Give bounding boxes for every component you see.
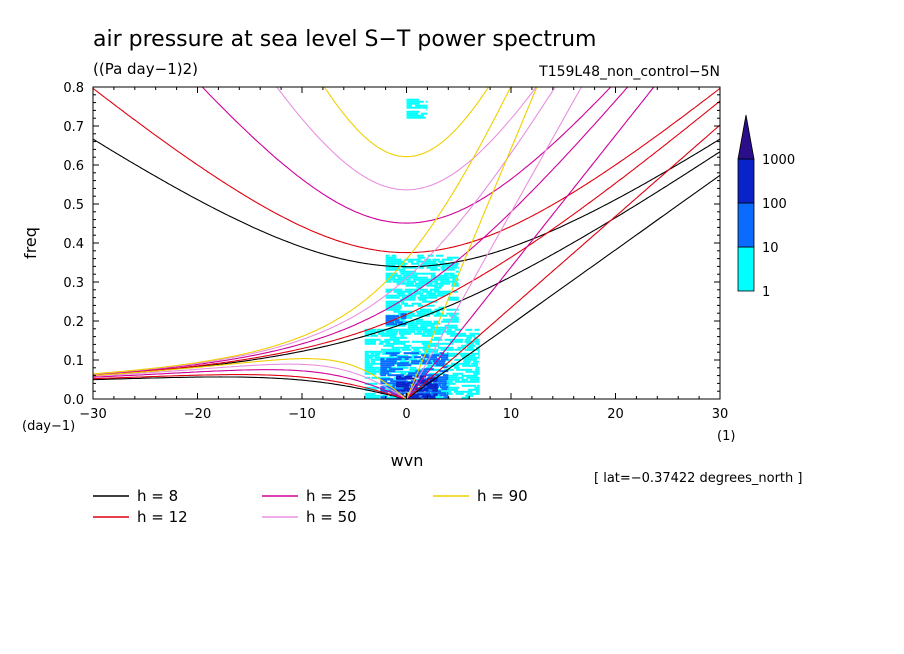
curve-rossby-h25 <box>93 369 407 399</box>
x-unit-label: (1) <box>717 429 735 444</box>
curve-inertia-gravity-h90 <box>323 87 490 158</box>
series-h50 <box>93 87 583 399</box>
series-h25 <box>93 87 655 399</box>
curve-mixed-rossby-gravity-h12 <box>93 100 720 376</box>
y-tick-label: 0.2 <box>63 315 84 330</box>
x-tick-label: −10 <box>288 407 315 422</box>
curve-rossby-h8 <box>93 376 407 399</box>
colorbar: 1 10 100 1000 <box>737 114 795 300</box>
curve-inertia-gravity-h25 <box>201 87 612 224</box>
colorbar-label: 1 <box>762 285 770 300</box>
y-axis-label: freq <box>21 227 40 259</box>
series-h90 <box>93 87 538 399</box>
curve-kelvin-h12 <box>406 124 720 399</box>
x-tick-label: −30 <box>79 407 106 422</box>
x-axis-label: wvn <box>391 451 424 470</box>
x-tick-label: −20 <box>184 407 211 422</box>
colorbar-label: 100 <box>762 197 787 212</box>
curve-kelvin-h8 <box>406 174 720 399</box>
axis-ticks: −30 −20 −10 0 10 20 30 0.0 0.1 0.2 0.3 0.4 0.5 0.6 0.7… <box>63 81 728 422</box>
x-tick-label: 30 <box>712 407 729 422</box>
colorbar-label: 1000 <box>762 153 795 168</box>
curve-mixed-rossby-gravity-h50 <box>93 87 556 375</box>
y-tick-label: 0.7 <box>63 120 84 135</box>
y-tick-label: 0.6 <box>63 159 84 174</box>
curve-rossby-h90 <box>93 358 407 399</box>
legend: h = 8 h = 12 h = 25 h = 50 h = 90 <box>93 487 528 526</box>
curve-mixed-rossby-gravity-h25 <box>93 87 629 375</box>
chart-title: air pressure at sea level S−T power spec… <box>93 27 596 52</box>
legend-label: h = 25 <box>306 487 357 505</box>
curve-inertia-gravity-h50 <box>276 87 537 191</box>
legend-label: h = 8 <box>137 487 178 505</box>
colorbar-segment <box>737 158 755 204</box>
curve-kelvin-h50 <box>406 87 583 399</box>
colorbar-extension <box>737 114 755 160</box>
x-tick-label: 0 <box>402 407 410 422</box>
x-tick-label: 20 <box>607 407 624 422</box>
y-tick-label: 0.5 <box>63 198 84 213</box>
legend-label: h = 50 <box>306 508 357 526</box>
y-unit-label: (day−1) <box>22 419 75 434</box>
dispersion-curves <box>93 87 720 399</box>
curve-mixed-rossby-gravity-h90 <box>93 87 512 375</box>
curve-kelvin-h90 <box>405 87 538 399</box>
colorbar-segment <box>737 202 755 248</box>
latitude-annotation: [ lat=−0.37422 degrees_north ] <box>594 471 802 486</box>
curve-inertia-gravity-h12 <box>93 87 720 254</box>
y-tick-label: 0.4 <box>63 237 84 252</box>
run-label: T159L48_non_control−5N <box>538 64 720 80</box>
y-tick-label: 0.0 <box>63 393 84 408</box>
curve-rossby-h50 <box>93 363 407 399</box>
legend-label: h = 90 <box>477 487 528 505</box>
x-tick-label: 10 <box>503 407 520 422</box>
series-h12 <box>93 87 720 399</box>
chart-subtitle: ((Pa day−1)2) <box>93 60 198 78</box>
curve-inertia-gravity-h8 <box>93 138 720 268</box>
curve-kelvin-h25 <box>406 87 655 399</box>
power-shading <box>364 98 480 399</box>
colorbar-segment <box>737 246 755 292</box>
curve-rossby-h12 <box>93 374 407 399</box>
y-tick-label: 0.3 <box>63 276 84 291</box>
y-tick-label: 0.1 <box>63 354 84 369</box>
y-tick-label: 0.8 <box>63 81 84 96</box>
shaded-region-1-10 <box>406 98 428 119</box>
legend-label: h = 12 <box>137 508 188 526</box>
colorbar-label: 10 <box>762 241 779 256</box>
